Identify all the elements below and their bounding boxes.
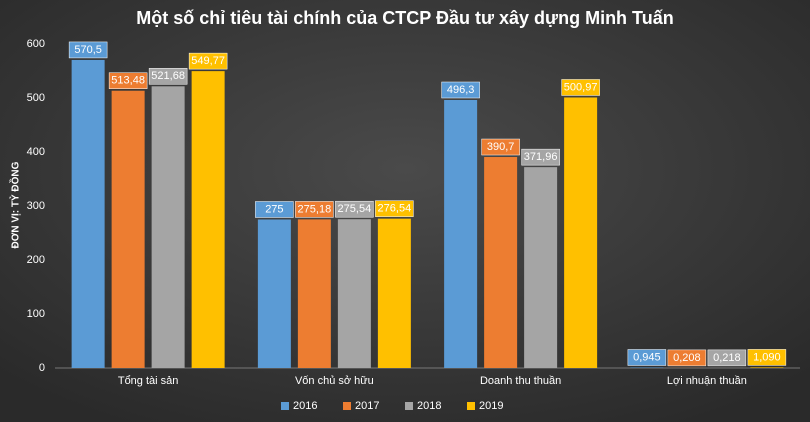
y-tick-label: 300 <box>27 200 45 212</box>
legend-label: 2017 <box>355 400 379 412</box>
value-label: 521,68 <box>151 70 185 82</box>
legend-label: 2016 <box>293 400 317 412</box>
value-label: 0,208 <box>673 352 701 364</box>
x-tick-label: Vốn chủ sở hữu <box>295 375 374 387</box>
y-tick-label: 200 <box>27 254 45 266</box>
bar <box>444 99 478 369</box>
value-label: 513,48 <box>111 75 145 87</box>
y-tick-label: 400 <box>27 146 45 158</box>
bar <box>630 367 664 368</box>
bar <box>257 219 291 368</box>
value-label-box <box>295 201 334 218</box>
value-label-box <box>561 79 600 96</box>
value-label-box <box>68 41 108 59</box>
value-label-box <box>108 72 148 89</box>
legend-swatch <box>467 402 475 410</box>
value-label-box <box>441 81 480 99</box>
value-label-box <box>707 349 747 367</box>
x-tick-label: Doanh thu thuần <box>480 375 561 387</box>
value-label-box <box>255 201 294 218</box>
bar <box>151 86 185 369</box>
value-label: 275,54 <box>338 203 372 215</box>
bar <box>71 59 105 369</box>
bar <box>484 157 518 368</box>
value-label: 275,18 <box>298 203 332 215</box>
legend-swatch <box>405 402 413 410</box>
y-tick-label: 0 <box>39 362 45 374</box>
value-label-box <box>481 138 520 156</box>
legend-swatch <box>343 402 351 410</box>
bar <box>297 219 331 368</box>
value-label: 549,77 <box>191 55 225 67</box>
value-label: 390,7 <box>487 141 515 153</box>
value-label: 496,3 <box>447 84 475 96</box>
value-label: 500,97 <box>564 81 598 93</box>
chart-title: Một số chỉ tiêu tài chính của CTCP Đầu t… <box>136 8 673 28</box>
value-label-box <box>148 68 188 85</box>
value-label-box <box>188 52 228 70</box>
y-axis-label: ĐƠN VỊ: TỶ ĐỒNG <box>9 161 22 248</box>
value-label-box <box>667 349 707 367</box>
value-label-box <box>375 200 414 217</box>
value-label-box <box>521 148 560 166</box>
bar <box>524 167 558 368</box>
value-label: 276,54 <box>378 203 412 215</box>
value-label: 570,5 <box>74 44 102 56</box>
bar <box>564 97 598 368</box>
value-label: 1,090 <box>753 351 781 363</box>
value-label-box <box>747 349 787 366</box>
bar <box>377 218 411 368</box>
bar <box>337 219 371 368</box>
bar <box>750 367 784 368</box>
y-tick-label: 600 <box>27 38 45 50</box>
x-tick-label: Tổng tài sản <box>118 375 179 387</box>
value-label: 0,945 <box>633 351 661 363</box>
y-tick-label: 100 <box>27 308 45 320</box>
bar <box>111 90 145 369</box>
value-label: 0,218 <box>713 352 741 364</box>
y-tick-label: 500 <box>27 92 45 104</box>
x-tick-label: Lợi nhuận thuần <box>667 375 747 387</box>
legend-label: 2018 <box>417 400 441 412</box>
legend-swatch <box>281 402 289 410</box>
value-label-box <box>627 349 667 366</box>
value-label: 371,96 <box>524 151 558 163</box>
value-label-box <box>335 200 374 218</box>
legend-label: 2019 <box>479 400 503 412</box>
value-label: 275 <box>265 203 283 215</box>
bar <box>191 71 225 368</box>
